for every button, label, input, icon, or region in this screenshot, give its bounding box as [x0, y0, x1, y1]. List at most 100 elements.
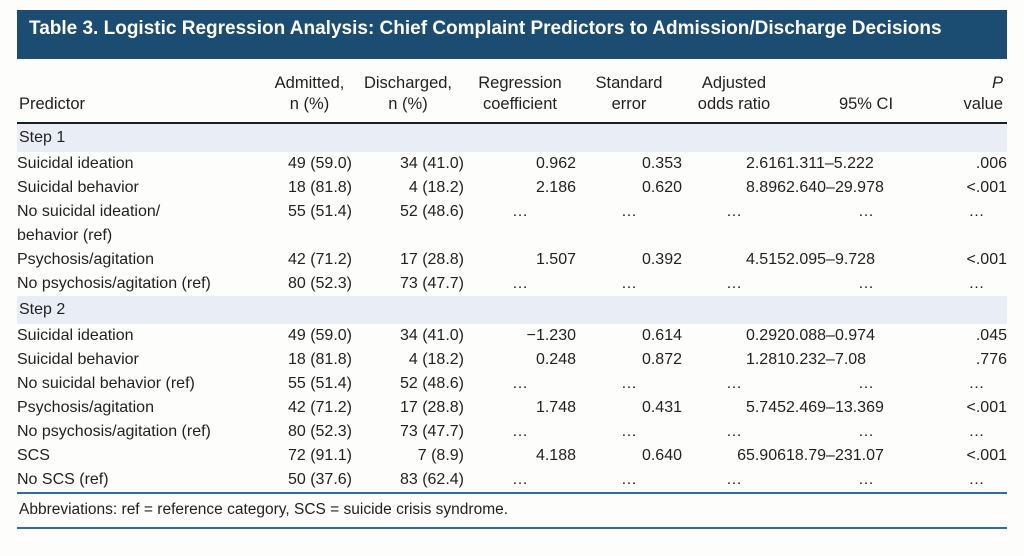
section-row-1: Step 1: [17, 123, 1007, 153]
data-cell: 65.906: [737, 447, 786, 465]
data-cell: 42 (71.2): [287, 399, 352, 417]
table-title-bar: Table 3. Logistic Regression Analysis: C…: [17, 10, 1007, 59]
data-cell: .006: [975, 155, 1007, 173]
data-cell: 4 (18.2): [408, 351, 464, 369]
data-cell: …: [858, 203, 874, 221]
data-cell: 17 (28.8): [399, 251, 464, 269]
data-cell: 18.79–231.07: [786, 447, 884, 465]
data-cell: …: [726, 275, 742, 293]
predictor-cell: Suicidal ideation: [17, 155, 134, 173]
data-cell: 73 (47.7): [399, 423, 464, 441]
data-cell: …: [512, 203, 528, 221]
table-row: Psychosis/agitation 42 (71.2) 17 (28.8) 1.7…: [17, 396, 1007, 420]
data-cell: 0.232–7.08: [786, 351, 867, 369]
section-label: Step 1: [17, 123, 1007, 153]
data-cell: …: [512, 423, 528, 441]
table-row: Psychosis/agitation 42 (71.2) 17 (28.8) 1.5…: [17, 248, 1007, 272]
predictor-cell: No suicidal ideation/ behavior (ref): [17, 203, 161, 245]
data-cell: …: [968, 275, 985, 293]
predictor-cell: No suicidal behavior (ref): [17, 375, 195, 393]
data-cell: 55 (51.4): [287, 375, 352, 393]
data-cell: …: [726, 375, 742, 393]
data-cell: 80 (52.3): [287, 275, 352, 293]
data-cell: 2.186: [535, 179, 576, 197]
data-cell: <.001: [966, 447, 1007, 465]
data-cell: 1.748: [535, 399, 576, 417]
table-title: Table 3. Logistic Regression Analysis: C…: [29, 18, 942, 39]
predictor-cell: Suicidal ideation: [17, 327, 134, 345]
data-cell: …: [968, 375, 985, 393]
data-cell: 7 (8.9): [417, 447, 464, 465]
predictor-cell: No psychosis/agitation (ref): [17, 275, 211, 293]
data-cell: 1.311–5.222: [786, 155, 874, 173]
data-cell: 4 (18.2): [408, 179, 464, 197]
predictor-cell: Psychosis/agitation: [17, 251, 154, 269]
column-header-predictor: Predictor: [17, 59, 267, 125]
data-cell: 5.745: [745, 399, 786, 417]
data-cell: 73 (47.7): [399, 275, 464, 293]
data-cell: <.001: [966, 399, 1007, 417]
data-cell: 0.088–0.974: [786, 327, 875, 345]
data-cell: 4.515: [745, 251, 786, 269]
data-cell: 0.872: [641, 351, 682, 369]
data-cell: 55 (51.4): [287, 203, 352, 221]
table-row: No psychosis/agitation (ref) 80 (52.3) 73 …: [17, 420, 1007, 444]
header-row: Predictor Admitted, n (%) Discharged, n (%) R…: [17, 59, 1007, 125]
data-cell: …: [946, 468, 1007, 495]
data-cell: 72 (91.1): [287, 447, 352, 465]
column-header-standard-error: Standard error: [576, 59, 682, 125]
data-cell: …: [464, 468, 576, 495]
table-row: Suicidal ideation 49 (59.0) 34 (41.0) 0.962…: [17, 152, 1007, 176]
predictor-cell: Suicidal behavior: [17, 351, 139, 369]
predictor-cell: Psychosis/agitation: [17, 399, 154, 417]
data-cell: −1.230: [526, 327, 576, 345]
data-cell: 2.469–13.369: [786, 399, 884, 417]
section-label: Step 2: [17, 296, 1007, 325]
data-cell: .045: [975, 327, 1007, 345]
data-cell: 18 (81.8): [287, 179, 352, 197]
data-cell: …: [682, 468, 786, 495]
section-row-2: Step 2: [17, 296, 1007, 325]
data-cell: …: [968, 423, 985, 441]
column-header-ci: 95% CI: [786, 59, 946, 125]
table-header: Predictor Admitted, n (%) Discharged, n (%) R…: [17, 59, 1007, 125]
table-row: Suicidal ideation 49 (59.0) 34 (41.0) −1.23…: [17, 324, 1007, 348]
data-cell: …: [512, 375, 528, 393]
column-header-admitted: Admitted, n (%): [267, 59, 352, 125]
journal-table-figure: Table 3. Logistic Regression Analysis: C…: [17, 10, 1007, 530]
data-cell: …: [726, 203, 742, 221]
data-cell: 34 (41.0): [399, 327, 464, 345]
data-cell: <.001: [966, 251, 1007, 269]
data-cell: 80 (52.3): [287, 423, 352, 441]
data-cell: …: [621, 275, 637, 293]
data-cell: …: [968, 203, 985, 221]
data-cell: 8.896: [745, 179, 786, 197]
table-row: Suicidal behavior 18 (81.8) 4 (18.2) 2.186 0…: [17, 176, 1007, 200]
table-row: No psychosis/agitation (ref) 80 (52.3) 73 …: [17, 272, 1007, 296]
data-cell: 34 (41.0): [399, 155, 464, 173]
data-cell: …: [858, 275, 874, 293]
data-cell: 83 (62.4): [352, 468, 464, 495]
data-cell: 49 (59.0): [287, 155, 352, 173]
data-cell: 0.392: [641, 251, 682, 269]
table-footnote: Abbreviations: ref = reference category,…: [17, 494, 1007, 530]
data-cell: 52 (48.6): [399, 375, 464, 393]
logistic-regression-table: Predictor Admitted, n (%) Discharged, n (%) R…: [17, 59, 1007, 495]
predictor-cell: SCS: [17, 447, 50, 465]
data-cell: 0.640: [641, 447, 682, 465]
data-cell: …: [786, 468, 946, 495]
data-cell: 2.095–9.728: [786, 251, 875, 269]
data-cell: …: [726, 423, 742, 441]
data-cell: …: [576, 468, 682, 495]
data-cell: 49 (59.0): [287, 327, 352, 345]
data-cell: 0.962: [535, 155, 576, 173]
column-header-regression-coefficient: Regression coefficient: [464, 59, 576, 125]
data-cell: 1.507: [535, 251, 576, 269]
table-row: No SCS (ref) 50 (37.6) 83 (62.4)……………: [17, 468, 1007, 495]
data-cell: 4.188: [535, 447, 576, 465]
data-cell: 2.616: [745, 155, 786, 173]
data-cell: …: [621, 203, 637, 221]
table-body: Step 1 Suicidal ideation 49 (59.0) 34 (41.0…: [17, 123, 1007, 495]
data-cell: 0.248: [535, 351, 576, 369]
